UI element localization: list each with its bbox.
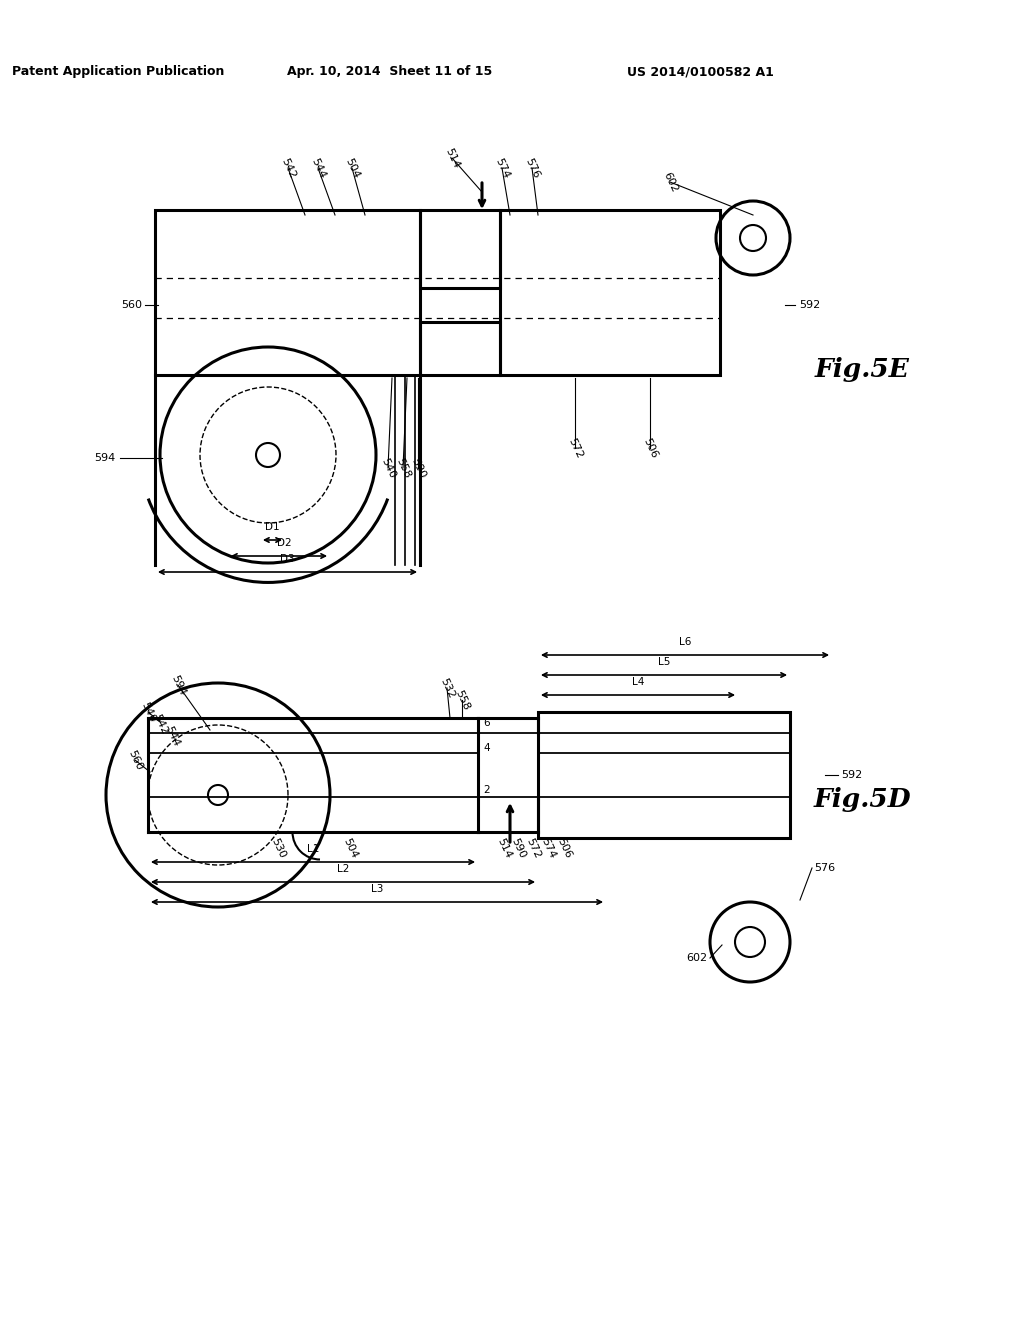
Text: 560: 560 [126, 748, 144, 772]
Text: 592: 592 [842, 770, 862, 780]
Text: 572: 572 [524, 837, 542, 859]
Text: 542: 542 [279, 156, 297, 180]
Text: 594: 594 [169, 673, 187, 697]
Text: 504: 504 [343, 156, 361, 180]
Text: Fig.5D: Fig.5D [813, 788, 910, 813]
Text: D2: D2 [276, 539, 291, 548]
Text: 572: 572 [566, 436, 584, 459]
Text: L2: L2 [337, 865, 349, 874]
Text: 576: 576 [814, 863, 836, 873]
Text: 560: 560 [122, 300, 142, 310]
Text: 590: 590 [409, 457, 427, 479]
Text: 542: 542 [151, 713, 169, 735]
Text: L1: L1 [307, 843, 319, 854]
Text: 506: 506 [555, 837, 573, 859]
Text: 602: 602 [662, 170, 679, 194]
Text: 514: 514 [495, 837, 513, 859]
Text: 576: 576 [523, 156, 541, 180]
Text: L5: L5 [657, 657, 670, 667]
Text: 4: 4 [483, 743, 490, 752]
Text: Patent Application Publication: Patent Application Publication [12, 66, 224, 78]
Text: 574: 574 [539, 837, 557, 859]
Text: 592: 592 [800, 300, 820, 310]
Text: L4: L4 [632, 677, 644, 686]
Text: Apr. 10, 2014  Sheet 11 of 15: Apr. 10, 2014 Sheet 11 of 15 [288, 66, 493, 78]
Text: 590: 590 [509, 837, 527, 859]
Text: 532: 532 [438, 676, 456, 700]
Text: 544: 544 [309, 156, 327, 180]
Text: 530: 530 [269, 837, 287, 859]
Text: 574: 574 [493, 156, 511, 180]
Text: 602: 602 [686, 953, 708, 964]
Text: D1: D1 [265, 521, 280, 532]
Text: L6: L6 [679, 638, 691, 647]
Text: 506: 506 [641, 437, 659, 459]
Text: 504: 504 [341, 837, 359, 859]
Text: US 2014/0100582 A1: US 2014/0100582 A1 [627, 66, 773, 78]
Text: 558: 558 [394, 457, 412, 479]
Text: 540: 540 [379, 457, 397, 479]
Text: D3: D3 [281, 554, 295, 564]
Text: 6: 6 [483, 718, 490, 729]
Text: 2: 2 [483, 785, 490, 795]
Text: 544: 544 [163, 725, 181, 747]
Text: L3: L3 [371, 884, 383, 894]
Text: 594: 594 [94, 453, 116, 463]
Text: 514: 514 [443, 147, 461, 170]
Text: Fig.5E: Fig.5E [814, 358, 909, 383]
Text: 540: 540 [139, 701, 157, 723]
Text: 558: 558 [453, 688, 471, 711]
